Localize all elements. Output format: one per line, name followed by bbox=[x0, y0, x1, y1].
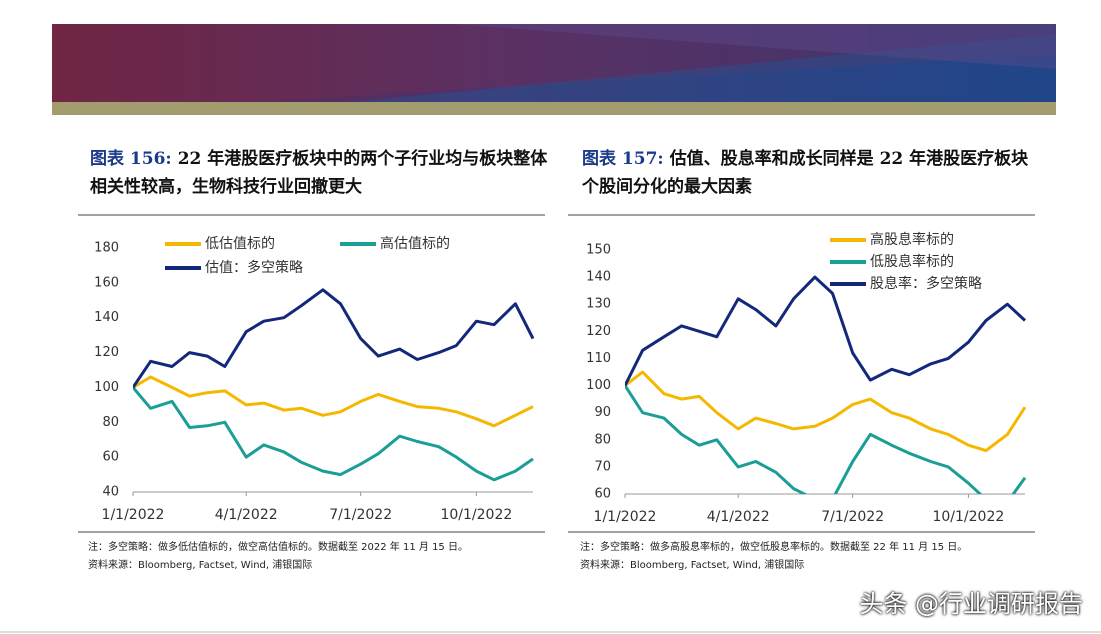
note: 注：多空策略：做多高股息率标的，做空低股息率标的。数据截至 22 年 11 月 … bbox=[580, 542, 968, 553]
series-line bbox=[133, 386, 534, 482]
y-tick-label: 140 bbox=[586, 270, 611, 285]
x-tick-label: 1/1/2022 bbox=[594, 509, 657, 525]
y-tick-label: 60 bbox=[102, 450, 119, 465]
figure-label: 图表 156: bbox=[90, 149, 172, 169]
x-tick-label: 7/1/2022 bbox=[821, 509, 884, 525]
y-tick-label: 130 bbox=[586, 297, 611, 312]
figure-title: 图表 156: 22 年港股医疗板块中的两个子行业均与板块整体相关性较高，生物科技… bbox=[90, 145, 550, 201]
y-tick-label: 80 bbox=[102, 415, 119, 430]
y-tick-label: 40 bbox=[102, 485, 119, 500]
y-tick-label: 180 bbox=[94, 241, 119, 256]
y-tick-label: 60 bbox=[594, 487, 611, 502]
x-tick-label: 4/1/2022 bbox=[707, 509, 770, 525]
note: 注：多空策略：做多低估值标的，做空高估值标的。数据截至 2022 年 11 月 … bbox=[88, 542, 468, 553]
y-tick-label: 100 bbox=[94, 380, 119, 395]
title-text: 22 年港股医疗板块中的两个子行业均与板块整体相关性较高，生物科技行业回撤更大 bbox=[90, 149, 548, 197]
y-tick-label: 120 bbox=[586, 324, 611, 339]
y-tick-label: 100 bbox=[586, 378, 611, 393]
figure-label: 图表 157: bbox=[582, 149, 664, 169]
y-tick-label: 150 bbox=[586, 243, 611, 258]
y-tick-label: 70 bbox=[594, 459, 611, 474]
y-tick-label: 120 bbox=[94, 345, 119, 360]
figure-title: 图表 157: 估值、股息率和成长同样是 22 年港股医疗板块个股间分化的最大因素 bbox=[582, 145, 1042, 201]
legend-label: 高股息率标的 bbox=[870, 231, 954, 248]
title-text: 估值、股息率和成长同样是 22 年港股医疗板块个股间分化的最大因素 bbox=[582, 149, 1029, 197]
x-tick-label: 1/1/2022 bbox=[102, 507, 165, 523]
x-tick-label: 10/1/2022 bbox=[440, 507, 512, 523]
x-tick-label: 4/1/2022 bbox=[215, 507, 278, 523]
series-line bbox=[625, 384, 1027, 494]
source: 资料来源：Bloomberg, Factset, Wind, 浦银国际 bbox=[88, 560, 313, 571]
legend-label: 低股息率标的 bbox=[870, 253, 954, 270]
series-line bbox=[133, 288, 535, 389]
y-tick-label: 140 bbox=[94, 310, 119, 325]
y-tick-label: 160 bbox=[94, 275, 119, 290]
y-tick-label: 90 bbox=[594, 405, 611, 420]
series-line bbox=[625, 275, 1027, 387]
legend-label: 高估值标的 bbox=[380, 235, 450, 252]
x-tick-label: 7/1/2022 bbox=[329, 507, 392, 523]
series-line bbox=[133, 375, 534, 428]
watermark: 头条 @行业调研报告 bbox=[859, 590, 1083, 618]
banner bbox=[52, 24, 1056, 115]
y-tick-label: 80 bbox=[594, 432, 611, 447]
legend-label: 股息率：多空策略 bbox=[870, 275, 982, 292]
source: 资料来源：Bloomberg, Factset, Wind, 浦银国际 bbox=[580, 560, 805, 571]
y-tick-label: 110 bbox=[586, 351, 611, 366]
series-line bbox=[625, 370, 1027, 453]
x-tick-label: 10/1/2022 bbox=[932, 509, 1004, 525]
legend-label: 低估值标的 bbox=[205, 236, 275, 252]
legend-label: 估值：多空策略 bbox=[205, 259, 303, 276]
